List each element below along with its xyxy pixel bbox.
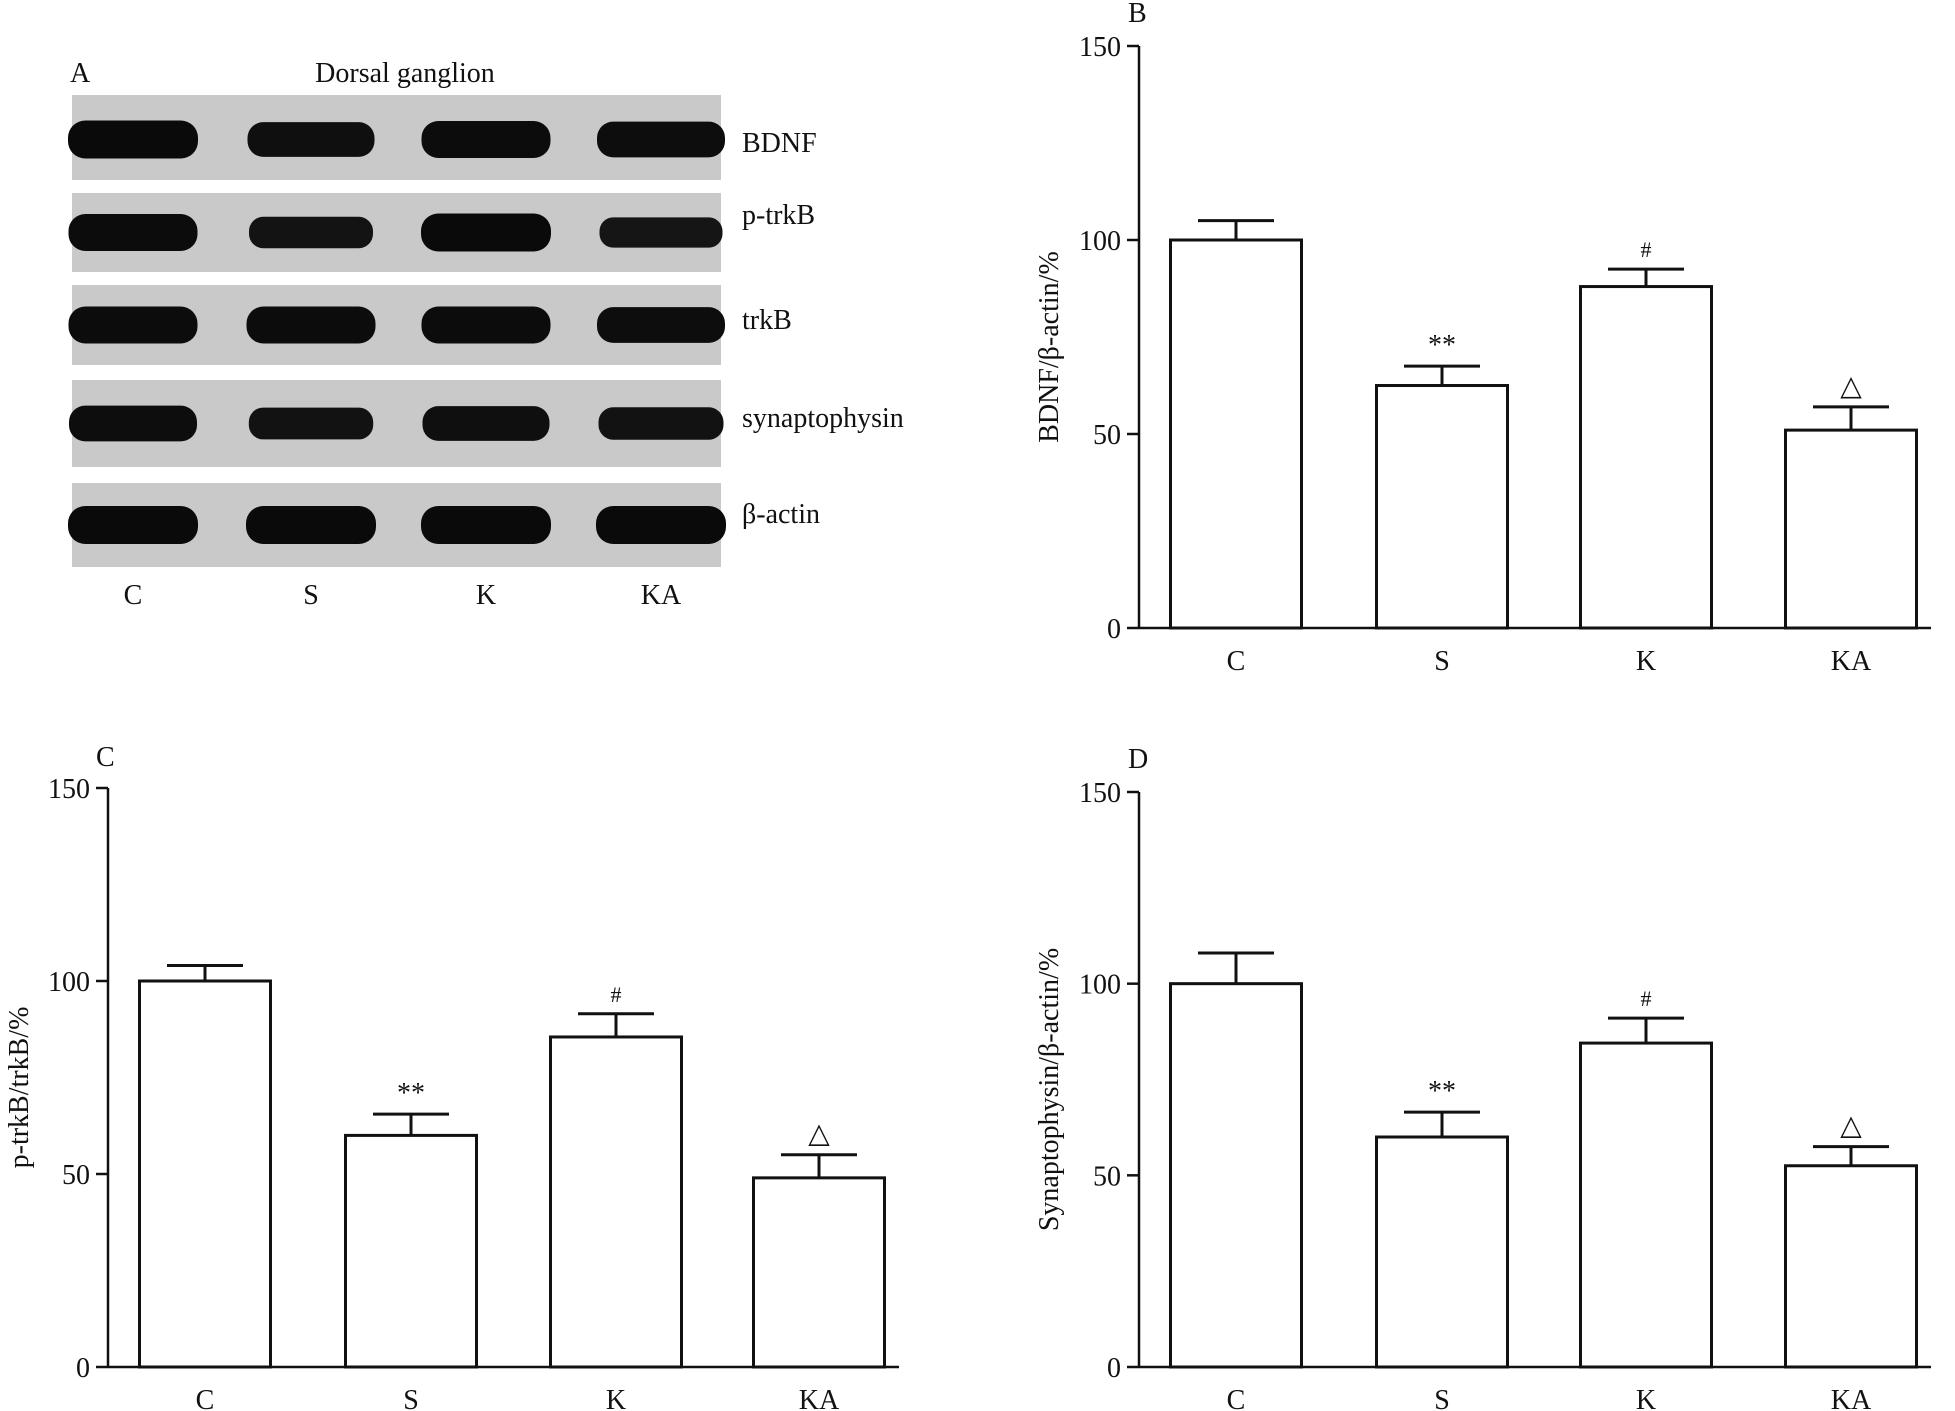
panel-letter-a: A — [70, 58, 91, 89]
significance-mark: # — [611, 982, 622, 1007]
blot-band — [247, 122, 375, 157]
blot-lane-label: C — [124, 580, 143, 611]
blot-band — [246, 306, 376, 344]
western-blot-panel: A Dorsal ganglion BDNF p-trkB trkB synaptop… — [68, 58, 904, 611]
blot-band — [421, 306, 551, 344]
significance-mark: # — [1641, 986, 1652, 1011]
y-tick-label: 50 — [62, 1160, 90, 1191]
blot-band — [68, 214, 198, 251]
y-tick-label: 100 — [1079, 226, 1121, 257]
blot-band — [248, 407, 374, 440]
y-axis-label: BDNF/β-actin/% — [1034, 251, 1065, 443]
x-tick-label: S — [1434, 1385, 1450, 1411]
blot-band — [421, 121, 551, 158]
x-tick-label: KA — [1831, 646, 1872, 677]
y-tick-label: 0 — [76, 1353, 90, 1384]
blot-band — [421, 213, 551, 252]
y-axis-label: p-trkB/trkB/% — [4, 1007, 35, 1169]
blot-lane-label: K — [476, 580, 496, 611]
x-tick-label: K — [1636, 1385, 1656, 1411]
blot-row-synaptophysin: synaptophysin — [69, 380, 904, 467]
blot-lane-label: S — [303, 580, 319, 611]
y-tick-label: 50 — [1093, 1161, 1121, 1192]
blot-title: Dorsal ganglion — [315, 58, 495, 89]
y-tick-label: 100 — [48, 967, 90, 998]
panel-letter: B — [1128, 0, 1147, 29]
y-axis-label: Synaptophysin/β-actin/% — [1034, 948, 1065, 1231]
blot-row-label: BDNF — [742, 128, 817, 159]
blot-row-bdnf: BDNF — [68, 95, 817, 180]
bar-chart-bdnf: B 0 50 100 150 BDNF/β-actin/% C ** S # K △ KA — [1034, 0, 1931, 677]
bar-k — [1579, 285, 1713, 630]
bar-k — [549, 1035, 683, 1369]
bar-ka — [1784, 428, 1918, 630]
bar-c — [1169, 982, 1303, 1369]
bar-chart-synaptophysin: D 0 50 100 150 Synaptophysin/β-actin/% C ** S # K △… — [1034, 744, 1931, 1411]
blot-lane-label: KA — [641, 580, 682, 611]
x-tick-label: KA — [1831, 1385, 1872, 1411]
y-tick-label: 0 — [1107, 1353, 1121, 1384]
panel-letter: D — [1128, 744, 1148, 775]
blot-band — [68, 120, 198, 159]
blot-band — [597, 121, 725, 158]
x-tick-label: S — [403, 1385, 419, 1411]
significance-mark: ** — [397, 1078, 425, 1109]
bar-ka — [752, 1176, 886, 1369]
x-tick-label: S — [1434, 646, 1450, 677]
x-tick-label: K — [1636, 646, 1656, 677]
significance-mark: △ — [1840, 1111, 1862, 1142]
significance-mark: # — [1641, 237, 1652, 262]
x-tick-label: C — [1227, 1385, 1246, 1411]
y-tick-label: 150 — [1079, 32, 1121, 63]
blot-row-label: synaptophysin — [742, 403, 904, 434]
blot-band — [68, 506, 198, 544]
y-tick-label: 0 — [1107, 614, 1121, 645]
blot-lane-labels: C S K KA — [124, 580, 682, 611]
blot-band — [246, 506, 376, 544]
bar-c — [1169, 238, 1303, 630]
y-tick-label: 150 — [1079, 778, 1121, 809]
blot-row-trkb: trkB — [68, 285, 792, 365]
blot-band — [68, 306, 198, 344]
bar-k — [1579, 1041, 1713, 1369]
blot-band — [598, 407, 724, 440]
panel-letter: C — [96, 742, 115, 773]
bar-chart-p-trkb: C 0 50 100 150 p-trkB/trkB/% C ** S # K △ KA — [4, 742, 899, 1411]
bar-s — [1375, 1135, 1509, 1369]
bar-s — [344, 1133, 478, 1369]
x-tick-label: C — [1227, 646, 1246, 677]
x-tick-label: C — [196, 1385, 215, 1411]
blot-rows: BDNF p-trkB trkB synaptophysin β-actin — [68, 95, 904, 567]
blot-row-label: trkB — [742, 305, 792, 336]
blot-band — [249, 216, 373, 249]
bar-c — [138, 979, 272, 1369]
bar-s — [1375, 384, 1509, 630]
blot-row-actin: β-actin — [68, 483, 820, 567]
blot-row-label: p-trkB — [742, 200, 815, 231]
y-tick-label: 50 — [1093, 420, 1121, 451]
blot-band — [69, 405, 197, 442]
x-tick-label: KA — [799, 1385, 840, 1411]
y-tick-label: 150 — [48, 774, 90, 805]
blot-band — [596, 506, 726, 544]
blot-band — [421, 506, 551, 544]
blot-row-p-trkb: p-trkB — [68, 193, 815, 272]
blot-band — [599, 217, 723, 248]
y-tick-label: 100 — [1079, 970, 1121, 1001]
significance-mark: △ — [808, 1119, 830, 1150]
x-tick-label: K — [606, 1385, 626, 1411]
blot-band — [422, 406, 550, 441]
blot-row-label: β-actin — [742, 499, 820, 530]
significance-mark: ** — [1428, 1076, 1456, 1107]
bar-ka — [1784, 1164, 1918, 1369]
significance-mark: △ — [1840, 371, 1862, 402]
significance-mark: ** — [1428, 330, 1456, 361]
blot-band — [597, 307, 725, 343]
